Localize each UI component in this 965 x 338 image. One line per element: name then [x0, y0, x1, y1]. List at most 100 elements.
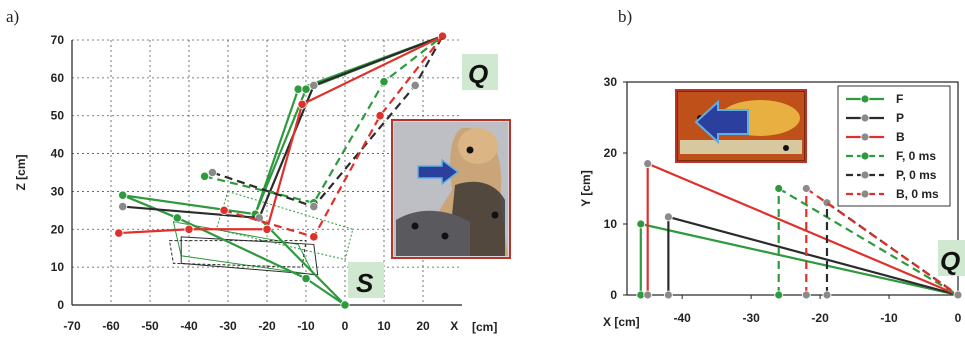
legend-label: P, 0 ms [896, 168, 937, 182]
y-tick-label: 60 [51, 71, 65, 85]
legend-marker [860, 189, 870, 199]
data-point [309, 201, 319, 212]
y-tick-label: 30 [51, 184, 65, 198]
panel-a-grid [71, 39, 462, 306]
panel-a-axes [71, 40, 462, 306]
panel-a-tick-labels: -70 -60 -50 -40 -30 -20 -10 0 10 20 X 0 10 20 30 40 50 60… [14, 33, 458, 333]
x-tick-label: -10 [297, 319, 315, 333]
x-tick-label: -50 [141, 319, 159, 333]
data-point [663, 212, 673, 222]
x-axis-label: X [cm] [603, 315, 640, 329]
y-tick-label: 50 [51, 109, 65, 123]
data-point [309, 80, 319, 91]
series-line [223, 35, 444, 238]
data-point [663, 290, 673, 300]
svg-text:Q: Q [940, 246, 960, 276]
data-point [636, 219, 646, 229]
series-line [122, 35, 444, 307]
legend-label: F, 0 ms [896, 149, 936, 163]
y-tick-label: 0 [610, 288, 617, 302]
legend-label: B [896, 130, 905, 144]
data-point [801, 184, 811, 193]
legend-marker [860, 170, 870, 180]
data-point [219, 205, 229, 215]
x-tick-label: -30 [219, 319, 237, 333]
legend-marker [860, 151, 870, 161]
y-tick-label: 30 [604, 75, 618, 89]
data-point [774, 184, 784, 193]
y-axis-label: Z [cm] [14, 154, 28, 190]
y-tick-label: 20 [604, 146, 618, 160]
series-diagonal [805, 187, 959, 296]
x-tick-label: 0 [955, 311, 962, 325]
data-point [379, 77, 389, 87]
data-point [301, 84, 311, 94]
data-point [118, 201, 128, 212]
data-point [184, 224, 194, 234]
series-diagonal [668, 215, 959, 297]
panel-a-x-unit: [cm] [472, 320, 497, 334]
lap-outline [180, 236, 319, 276]
panel-b-axes [623, 81, 959, 299]
data-point [172, 213, 182, 223]
legend-label: F [896, 92, 903, 106]
y-tick-label: 10 [604, 217, 618, 231]
data-point [309, 232, 319, 242]
x-tick-label: 20 [416, 319, 430, 333]
series-diagonal [647, 162, 959, 297]
data-point [118, 190, 128, 200]
x-tick-label: -20 [258, 319, 276, 333]
panel-a-label: a) [6, 7, 19, 26]
x-tick-label: -60 [102, 319, 120, 333]
data-point [953, 290, 963, 300]
legend-marker [860, 132, 870, 142]
panel-b-tick-labels: -40 -30 -20 -10 0 0 10 20 30 X [cm] Y [cm] [579, 75, 962, 329]
data-point [254, 213, 264, 223]
point-s-label: S [348, 262, 384, 298]
svg-text:S: S [356, 268, 374, 298]
data-point [200, 171, 210, 181]
legend: FPB F, 0 ms P, 0 ms B, 0 ms [837, 85, 951, 207]
y-tick-label: 10 [51, 260, 65, 274]
y-axis-label: Y [cm] [579, 170, 593, 206]
data-point [375, 111, 385, 121]
data-point [340, 300, 350, 310]
data-point [114, 228, 124, 238]
legend-marker [860, 94, 870, 104]
series-diagonal [640, 222, 959, 297]
svg-text:Q: Q [468, 59, 488, 89]
x-tick-label: -30 [742, 311, 760, 325]
data-point [822, 290, 832, 300]
legend-marker [860, 113, 870, 123]
data-point [801, 290, 811, 300]
seat-photo-inset [675, 89, 807, 163]
data-point [262, 224, 272, 234]
data-point [410, 80, 420, 91]
x-tick-label: -20 [811, 311, 829, 325]
x-tick-label: -40 [180, 319, 198, 333]
series-line [204, 35, 444, 204]
y-tick-label: 0 [57, 298, 64, 312]
point-q-label: Q [462, 54, 498, 90]
data-point [293, 84, 303, 94]
plot-frame [626, 81, 959, 296]
data-point [297, 99, 307, 109]
legend-label: B, 0 ms [896, 187, 939, 201]
panel-b-series [636, 159, 963, 300]
x-tick-label: -10 [880, 311, 898, 325]
data-point [774, 290, 784, 300]
x-tick-label: 10 [377, 319, 391, 333]
data-point [643, 159, 653, 169]
x-tick-label: -40 [673, 311, 691, 325]
x-tick-label: X [450, 319, 458, 333]
legend-label: P [896, 111, 904, 125]
series-line [122, 35, 443, 220]
data-point [301, 273, 311, 284]
lap-outline [215, 190, 354, 261]
x-tick-label: 0 [342, 319, 349, 333]
series-diagonal [778, 187, 959, 296]
data-point [207, 167, 217, 178]
panel-a-series [114, 31, 448, 310]
